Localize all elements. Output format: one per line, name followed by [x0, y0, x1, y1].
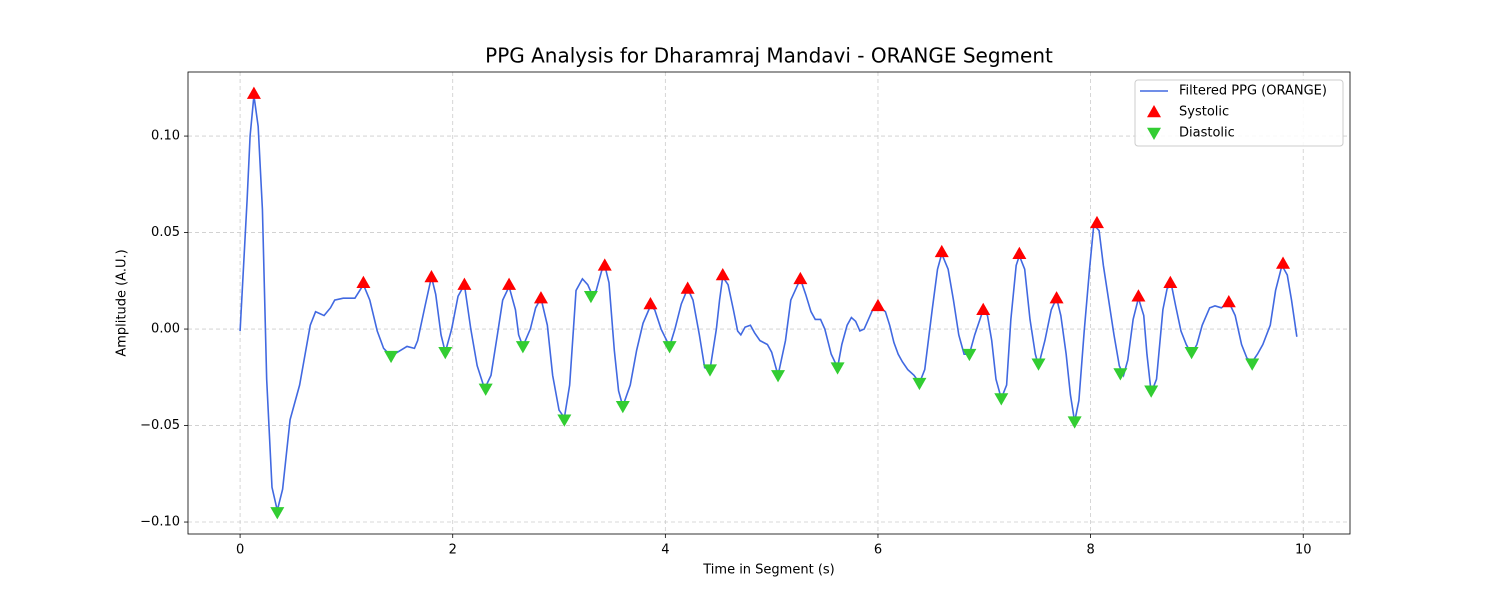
diastolic-marker — [962, 348, 977, 362]
legend-box — [1134, 79, 1344, 147]
x-tick-label: 4 — [661, 543, 669, 558]
diastolic-marker — [515, 341, 530, 354]
diastolic-marker — [615, 400, 630, 414]
diastolic-marker — [478, 383, 493, 396]
y-tick-label: 0.10 — [151, 129, 180, 144]
systolic-marker — [976, 302, 991, 316]
systolic-marker — [934, 244, 949, 258]
diastolic-marker — [771, 370, 786, 383]
systolic-marker — [1089, 215, 1104, 229]
legend-marker — [1147, 127, 1161, 140]
y-tick-label: 0.00 — [151, 322, 180, 337]
x-tick-label: 10 — [1295, 543, 1312, 558]
systolic-marker — [1276, 256, 1291, 269]
systolic-marker — [793, 271, 808, 285]
diastolic-marker — [830, 362, 845, 375]
x-axis-label: Time in Segment (s) — [702, 563, 834, 578]
systolic-marker — [597, 258, 612, 271]
y-tick-label: 0.05 — [151, 225, 180, 240]
y-axis-label: Amplitude (A.U.) — [115, 249, 130, 356]
diastolic-marker — [702, 364, 717, 377]
systolic-marker — [457, 277, 472, 290]
y-tick-label: −0.05 — [140, 418, 180, 433]
diastolic-marker — [1067, 416, 1082, 429]
systolic-marker — [643, 296, 658, 310]
legend-label: Diastolic — [1179, 126, 1235, 141]
systolic-marker — [870, 298, 885, 312]
plot-frame — [187, 71, 1351, 535]
systolic-marker — [1012, 246, 1027, 260]
systolic-marker — [424, 269, 439, 283]
diastolic-marker — [583, 290, 598, 304]
diastolic-marker — [1031, 358, 1046, 371]
systolic-marker — [246, 86, 261, 99]
diastolic-marker — [662, 341, 677, 354]
systolic-marker — [1221, 295, 1236, 308]
systolic-marker — [356, 275, 371, 288]
diastolic-marker — [438, 346, 453, 360]
diastolic-marker — [270, 507, 285, 520]
legend-label: Filtered PPG (ORANGE) — [1179, 84, 1327, 99]
diastolic-marker — [557, 414, 572, 427]
ppg-line — [239, 95, 1298, 511]
diastolic-marker — [1113, 368, 1128, 381]
systolic-marker — [502, 277, 517, 290]
chart-title: PPG Analysis for Dharamraj Mandavi - ORA… — [485, 44, 1053, 68]
diastolic-marker — [994, 393, 1009, 406]
systolic-marker — [1163, 275, 1178, 288]
diastolic-marker — [384, 350, 399, 364]
systolic-marker — [1131, 289, 1146, 302]
diastolic-marker — [912, 377, 927, 391]
legend-label: Systolic — [1179, 105, 1229, 120]
x-tick-label: 2 — [449, 543, 457, 558]
y-tick-label: −0.10 — [140, 515, 180, 530]
legend-marker — [1147, 105, 1161, 118]
systolic-marker — [1049, 291, 1064, 304]
systolic-marker — [715, 268, 730, 281]
diastolic-marker — [1144, 385, 1159, 398]
systolic-marker — [680, 281, 695, 294]
diastolic-marker — [1184, 346, 1199, 360]
x-tick-label: 8 — [1086, 543, 1094, 558]
systolic-marker — [533, 291, 548, 304]
x-tick-label: 0 — [236, 543, 244, 558]
x-tick-label: 6 — [874, 543, 882, 558]
diastolic-marker — [1245, 358, 1260, 371]
